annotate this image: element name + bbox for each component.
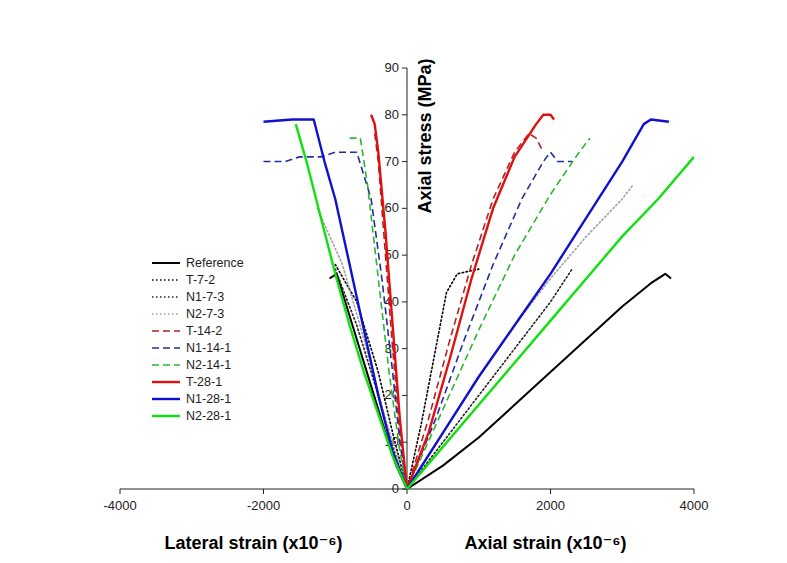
legend-swatch [152,313,180,315]
series-line [264,152,573,489]
legend-label: N1-28-1 [186,392,231,406]
series-line [371,115,554,489]
y-tick-label: 70 [385,154,399,169]
x-tick [120,489,121,494]
y-tick [402,161,407,162]
legend-swatch [152,364,180,366]
legend-swatch [152,398,180,400]
chart: 0102030405060708090-4000-2000020004000Ax… [0,0,787,563]
legend-label: Reference [186,256,244,270]
x-tick-label: 4000 [680,498,709,513]
y-tick-label: 0 [392,481,399,496]
x-tick [263,489,264,494]
y-tick [402,114,407,115]
y-tick [402,255,407,256]
series-line [335,269,572,489]
legend-label: T-7-2 [186,273,215,287]
x-tick-label: -2000 [247,498,280,513]
x-tick [550,489,551,494]
y-tick-label: 90 [385,60,399,75]
y-tick-label: 60 [385,200,399,215]
y-tick-label: 80 [385,107,399,122]
y-axis-label: Axial stress (MPa) [415,58,435,213]
x-tick [694,489,695,494]
legend-label: N1-14-1 [186,341,231,355]
legend-swatch [152,347,180,349]
y-tick [402,208,407,209]
legend-swatch [152,415,180,417]
legend-swatch [152,279,180,281]
legend-swatch [152,330,180,332]
y-tick [402,348,407,349]
x-tick [407,489,408,494]
x-tick-label: 2000 [536,498,565,513]
y-tick [402,395,407,396]
legend-label: N1-7-3 [186,290,224,304]
series-line [375,133,544,489]
legend: Reference T-7-2 N1-7-3 N2-7-3 T-14-2 N1-14-1 N… [152,256,244,423]
x-axis-label-left: Lateral strain (x10⁻⁶) [165,533,343,553]
y-axis [407,68,408,489]
legend-label: N2-7-3 [186,307,224,321]
legend-label: N2-14-1 [186,358,231,372]
legend-swatch [152,262,180,264]
series-line [296,124,694,489]
x-tick-label: -4000 [103,498,136,513]
plot-area [264,115,695,489]
legend-label: N2-28-1 [186,409,231,423]
x-axis-label-right: Axial strain (x10⁻⁶) [465,533,627,553]
legend-swatch [152,296,180,298]
legend-label: T-14-2 [186,324,222,338]
legend-swatch [152,381,180,383]
y-tick [402,301,407,302]
series-line [264,119,669,489]
x-tick-label: 0 [403,498,410,513]
legend-label: T-28-1 [186,375,222,389]
y-tick [402,68,407,69]
